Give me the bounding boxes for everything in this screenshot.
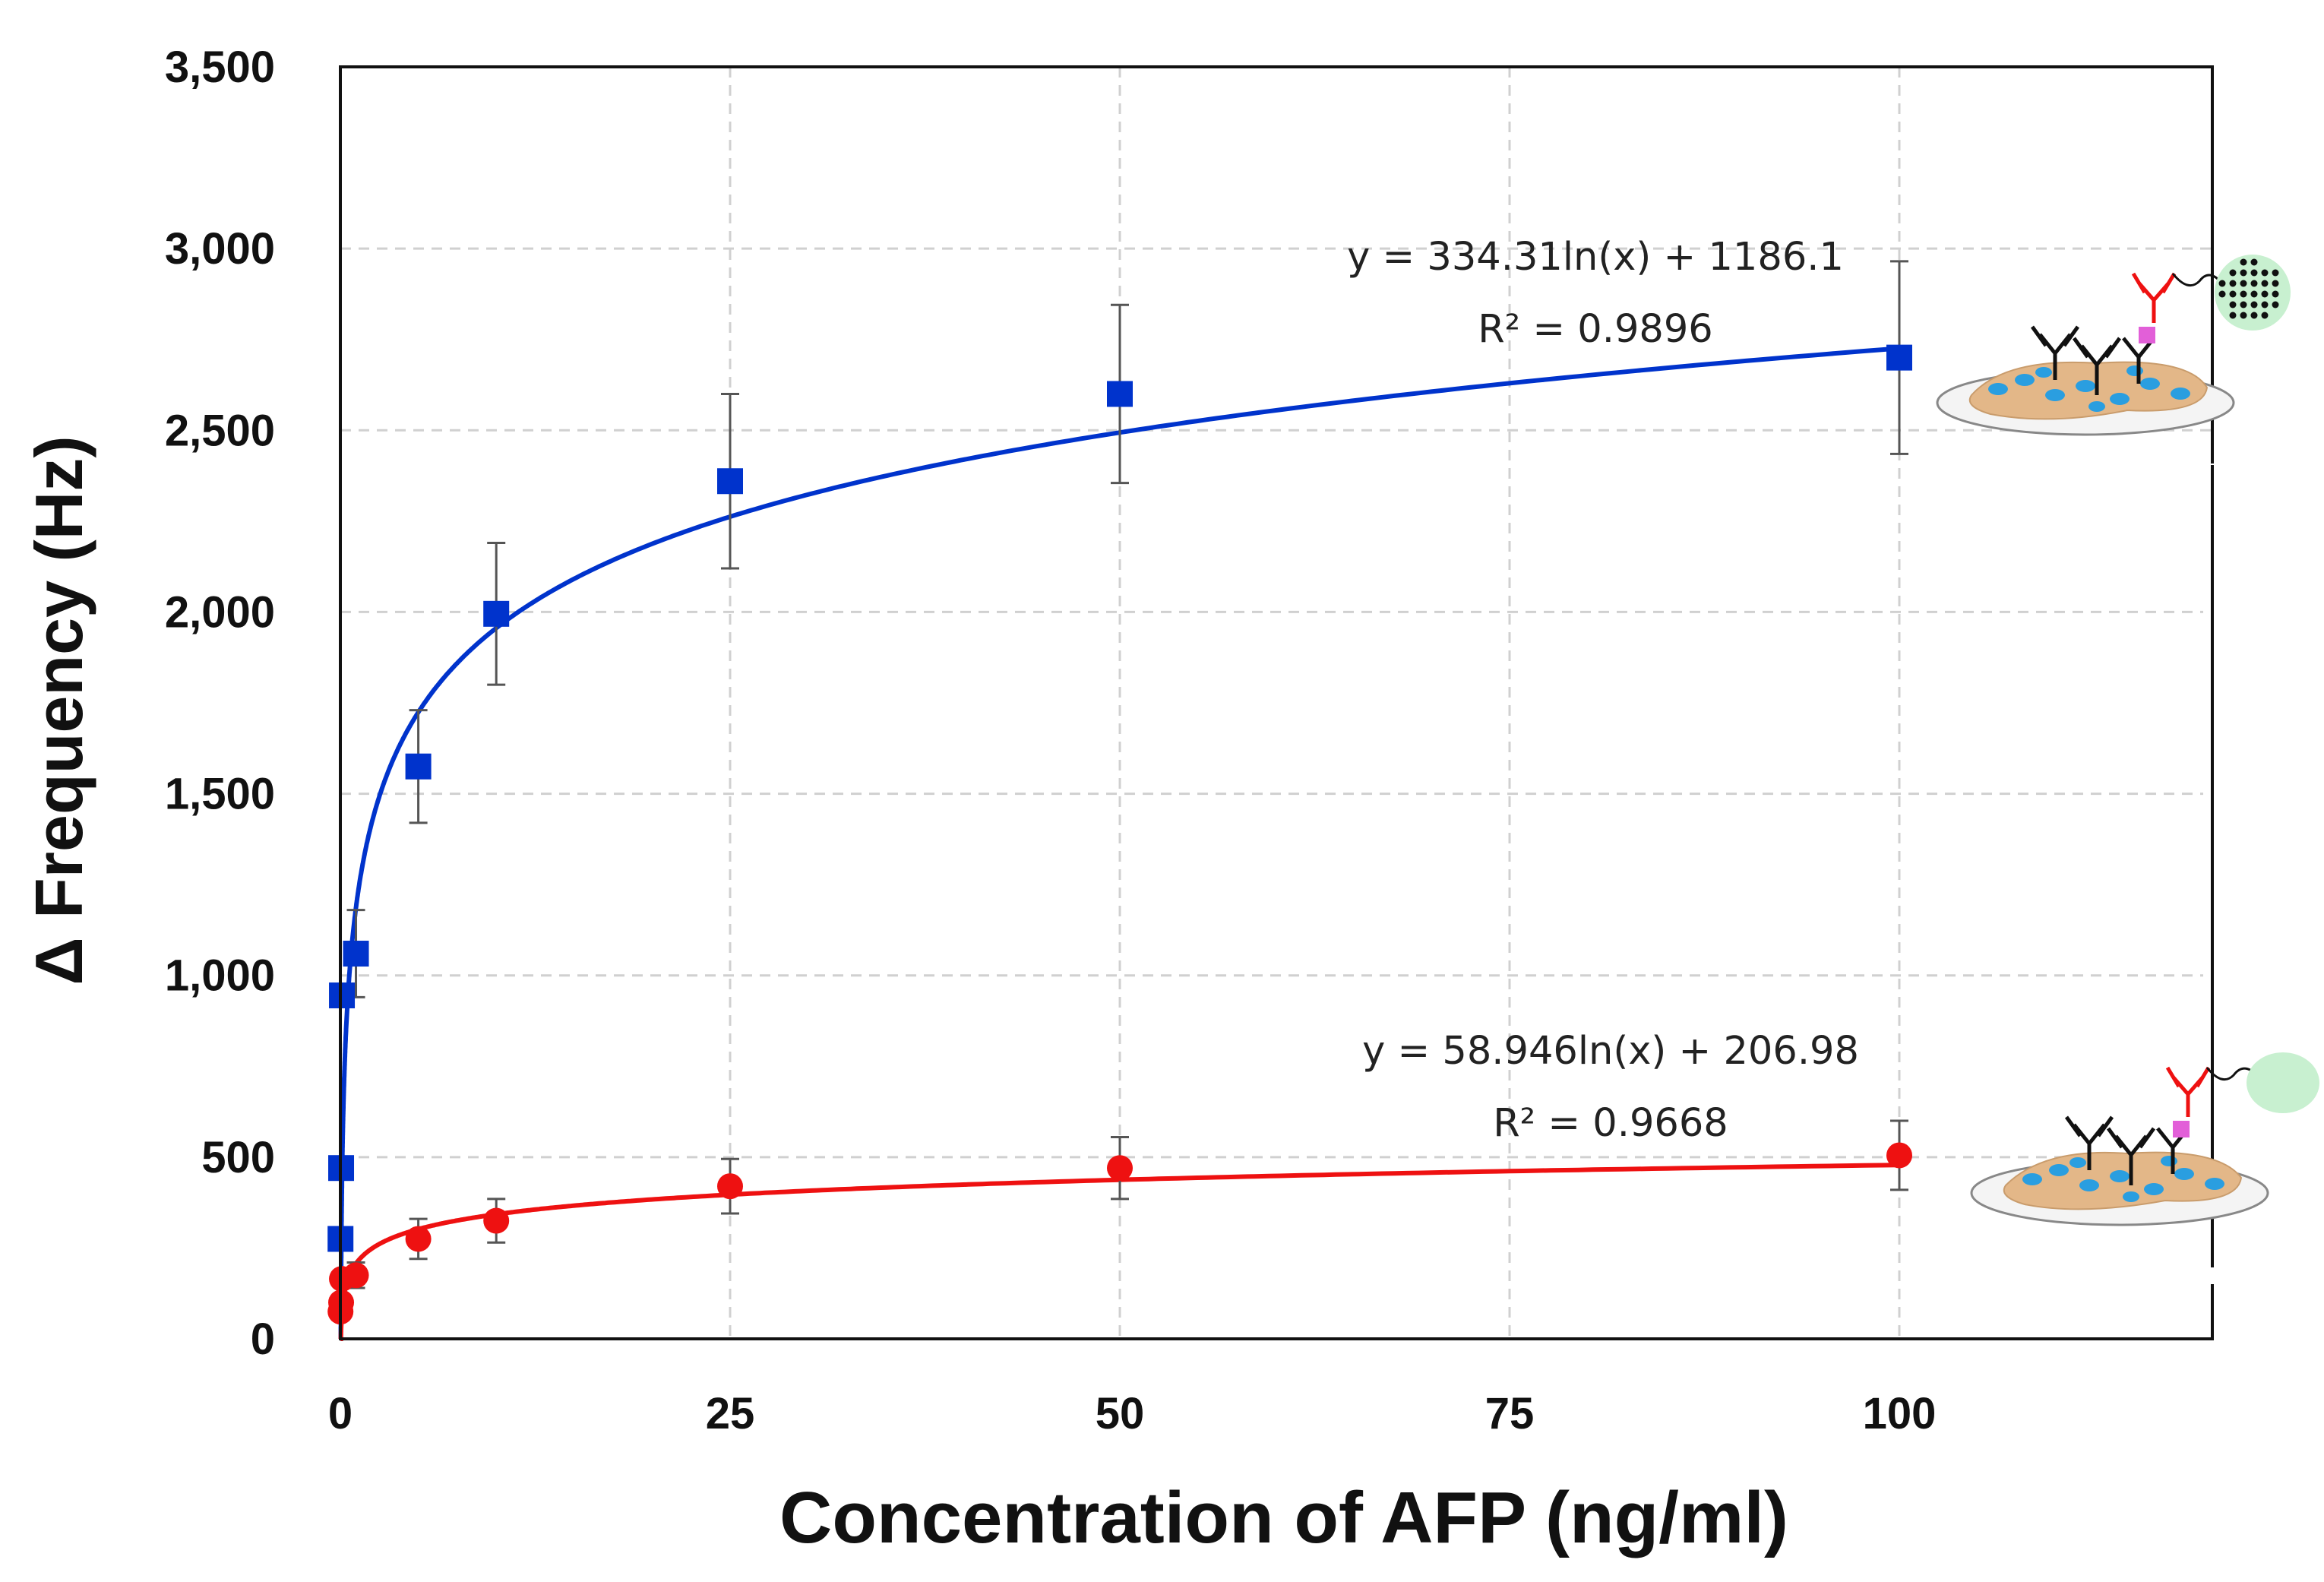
y-tick-label: 1,000 [165,951,275,1001]
frame-mask [2203,464,2324,1284]
nanoparticle-dot [2272,280,2279,287]
y-axis-title: Δ Frequency (Hz) [21,435,96,985]
nanoparticle-dot [2240,290,2247,298]
particle-icon [2247,1052,2319,1113]
data-point-series-0 [717,468,743,495]
nanoparticle-dot [2229,280,2237,287]
nanoparticle-dot [2250,280,2258,287]
nanoparticle-dot [2261,269,2269,277]
nanoparticle-dot [2218,290,2226,298]
nanoparticle-dot [2261,280,2269,287]
x-tick-label: 0 [328,1389,353,1438]
sensor-illustration-direct [1970,1052,2319,1226]
data-point-series-0 [1107,381,1133,407]
data-point-series-0 [329,982,356,1009]
detection-antibody-icon [2165,1066,2211,1117]
y-tick-label: 3,500 [165,43,275,92]
data-point-series-0 [1886,344,1912,371]
nanoparticle-dot [2272,290,2279,298]
nanoparticle-dot [2261,301,2269,308]
y-tick-label: 0 [251,1315,275,1364]
y-tick-label: 3,000 [165,224,275,274]
x-tick-label: 75 [1485,1389,1535,1438]
detection-antibody-icon [2131,272,2177,323]
nanoparticle-dot [2272,301,2279,308]
data-point-series-0 [405,753,432,780]
nanoparticle-dot [2250,312,2258,319]
data-point-series-1 [1886,1142,1912,1169]
data-point-series-0 [483,600,510,627]
data-point-series-1 [1107,1155,1133,1182]
y-tick-label: 500 [201,1133,275,1182]
nanoparticle-dot [2261,312,2269,319]
y-tick-label: 2,500 [165,406,275,455]
red-fit-r2: R² = 0.9668 [1493,1101,1728,1146]
nanoparticle-dot [2261,290,2269,298]
antibody-icons [2030,325,2155,395]
plot-frame [339,65,2214,1340]
tick-labels: 0 500 1,000 1,500 2,000 2,500 3,000 3,500 0 25 50 7… [165,43,1937,1438]
nanoparticle-dot [2272,269,2279,277]
y-tick-label: 2,000 [165,587,275,637]
x-tick-label: 25 [706,1389,755,1438]
afp-antigen-icon [2173,1121,2190,1137]
grid-lines [340,67,2212,1339]
sensor-illustration-amplified [1936,255,2324,1284]
nanoparticle-dots-icon [2218,258,2279,319]
data-point-series-0 [343,941,369,967]
red-fit-equation: y = 58.946ln(x) + 206.98 [1362,1029,1859,1074]
y-tick-label: 1,500 [165,770,275,819]
data-point-series-1 [343,1262,369,1289]
nanoparticle-dot [2240,258,2247,266]
nanoparticle-dot [2229,312,2237,319]
nanoparticle-dot [2229,269,2237,277]
nanoparticle-dot [2240,312,2247,319]
nanoparticle-dot [2250,301,2258,308]
x-tick-label: 100 [1863,1389,1937,1438]
data-point-series-1 [483,1207,510,1234]
nanoparticle-dot [2218,280,2226,287]
blue-fit-equation: y = 334.31ln(x) + 1186.1 [1347,235,1844,280]
data-point-series-1 [717,1173,743,1200]
nanoparticle-dot [2250,290,2258,298]
nanoparticle-dot [2229,301,2237,308]
nanoparticle-dot [2240,269,2247,277]
data-point-series-1 [405,1226,432,1252]
nanoparticle-dot [2240,280,2247,287]
nanoparticle-dot [2250,269,2258,277]
blue-fit-r2: R² = 0.9896 [1478,307,1713,352]
antibody-icons [2064,1115,2190,1185]
nanoparticle-dot [2250,258,2258,266]
afp-antigen-icon [2139,327,2155,343]
x-tick-label: 50 [1096,1389,1145,1438]
nanoparticle-dot [2240,301,2247,308]
nanoparticle-dot [2229,290,2237,298]
x-axis-title: Concentration of AFP (ng/ml) [779,1477,1788,1558]
